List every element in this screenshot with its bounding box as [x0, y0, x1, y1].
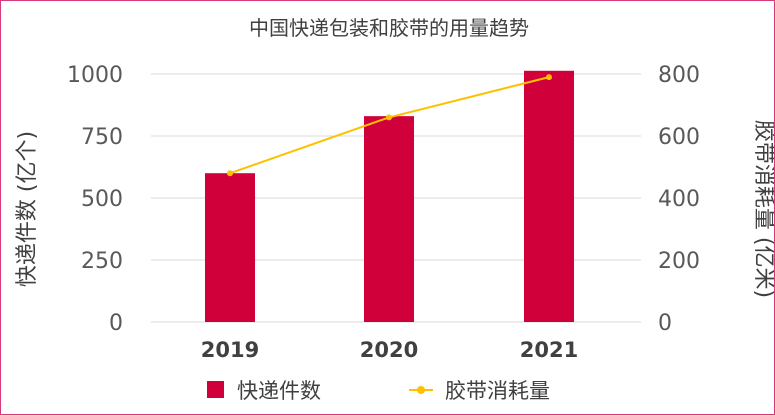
line-point-2021: [546, 74, 552, 81]
left-tick-label: 0: [109, 311, 123, 336]
right-tick-label: 400: [658, 187, 700, 212]
right-tick-label: 600: [658, 125, 700, 150]
category-label: 2019: [201, 338, 259, 362]
right-axis-title: 胶带消耗量 (亿米): [751, 120, 774, 298]
bar-series: [205, 70, 574, 322]
category-labels: 2019 2020 2021: [201, 338, 578, 362]
legend-swatch-dot: [417, 386, 425, 394]
legend: 快递件数 胶带消耗量: [207, 379, 550, 403]
left-axis-ticks: 0 250 500 750 1000: [67, 63, 123, 336]
line-point-2019: [227, 170, 233, 177]
bar-2021: [524, 70, 574, 322]
left-tick-label: 750: [81, 125, 123, 150]
right-axis-ticks: 0 200 400 600 800: [658, 63, 700, 336]
bar-2020: [364, 116, 414, 322]
chart-title: 中国快递包装和胶带的用量趋势: [249, 16, 529, 40]
legend-label-line: 胶带消耗量: [445, 379, 550, 403]
line-point-2020: [386, 114, 392, 121]
left-axis-title: 快递件数 (亿个): [15, 131, 40, 287]
bar-2019: [205, 173, 255, 322]
category-label: 2021: [520, 338, 578, 362]
line-series: [227, 74, 552, 177]
legend-label-bar: 快递件数: [237, 379, 321, 403]
legend-swatch-bar: [207, 381, 224, 398]
category-label: 2020: [360, 338, 418, 362]
left-tick-label: 1000: [67, 63, 123, 88]
left-tick-label: 500: [81, 187, 123, 212]
left-tick-label: 250: [81, 249, 123, 274]
right-tick-label: 800: [658, 63, 700, 88]
right-tick-label: 0: [658, 311, 672, 336]
right-tick-label: 200: [658, 249, 700, 274]
